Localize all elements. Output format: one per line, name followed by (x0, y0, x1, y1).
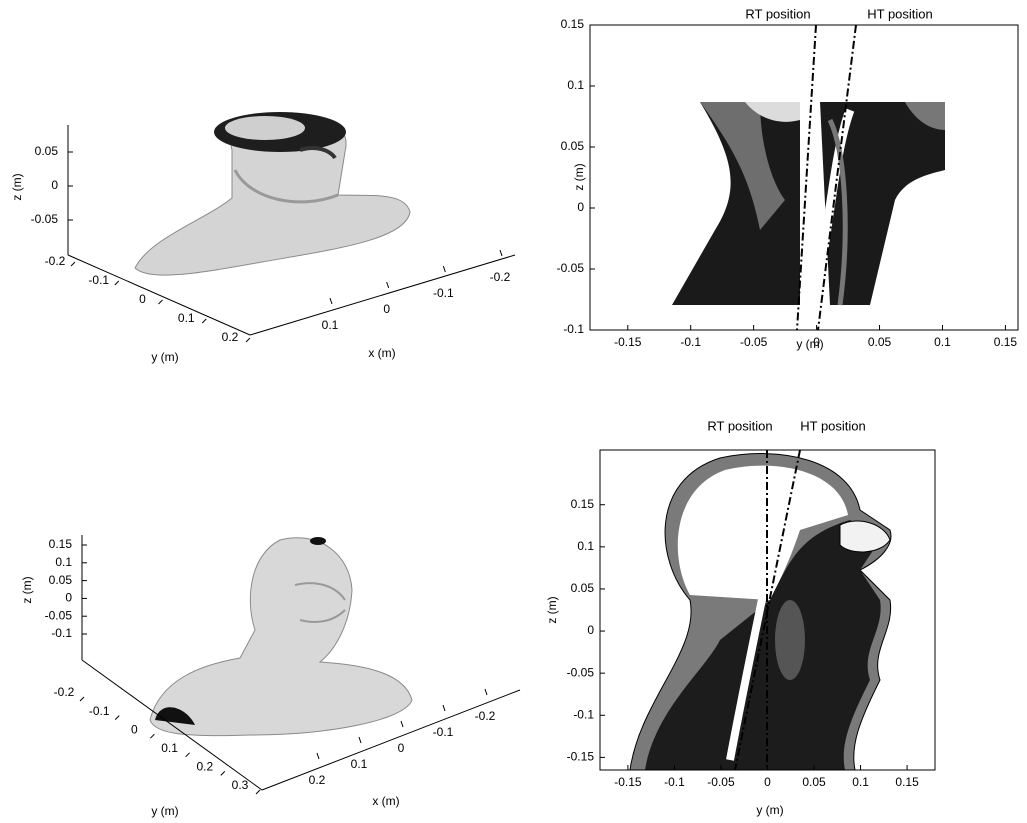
z-tick-label: 0.15 (49, 537, 73, 551)
head-render (135, 112, 410, 275)
z-tick-label: 0.05 (35, 144, 59, 158)
x-tick-label: 0.2 (309, 773, 326, 787)
z-tick-label: -0.05 (45, 608, 73, 622)
x-tick-label: 0.15 (895, 775, 919, 789)
annotation: RT position (707, 418, 772, 433)
y-tick-label: 0.2 (222, 330, 239, 344)
x-tick (485, 689, 487, 695)
x-tick-label: 0 (383, 302, 390, 316)
y-tick-label: 0 (139, 292, 146, 306)
z-axis-label: z (m) (10, 173, 24, 200)
y-tick-label: -0.05 (557, 261, 585, 275)
y-tick-label: 0.15 (561, 17, 585, 31)
y-tick (159, 300, 163, 304)
y-tick (71, 262, 75, 266)
x-tick-label: -0.1 (433, 725, 454, 739)
plot-frame (590, 25, 1018, 330)
x-tick (443, 705, 445, 711)
x-tick-label: 0.05 (868, 335, 892, 349)
z-tick-label: 0 (51, 178, 58, 192)
y-tick-label: 0.3 (232, 778, 249, 792)
y-tick-label: 0.1 (161, 741, 178, 755)
x-tick-label: 0.05 (802, 775, 826, 789)
x-tick-label: -0.2 (490, 270, 511, 284)
y-axis-label: z (m) (572, 163, 586, 190)
y-tick-label: 0 (577, 200, 584, 214)
slice-image (630, 450, 891, 770)
x-tick-label: 0.1 (852, 775, 869, 789)
z-tick-label: -0.05 (31, 212, 59, 226)
y-axis-label: z (m) (545, 596, 559, 623)
annotation: HT position (800, 418, 866, 433)
z-axis-label: z (m) (20, 576, 34, 603)
x-tick-label: -0.2 (475, 709, 496, 723)
z-tick-label: 0.05 (49, 573, 73, 587)
z-tick-label: 0 (65, 591, 72, 605)
y-tick-label: 0.2 (196, 760, 213, 774)
x-tick-label: 0.1 (934, 335, 951, 349)
y-tick-label: 0 (131, 722, 138, 736)
y-tick (221, 771, 225, 775)
x-tick (317, 753, 319, 759)
x-tick (443, 266, 445, 272)
y-tick-label: 0.05 (571, 581, 595, 595)
figure: -0.05 0 0.05 -0.2 -0.1 0 0.1 0.2 0.1 0 -0.1 -0.2 z (… (0, 0, 1027, 823)
x-tick (387, 282, 389, 288)
x-tick-label: -0.1 (433, 286, 454, 300)
x-tick-label: -0.15 (614, 335, 642, 349)
annotation: HT position (867, 6, 933, 21)
y-tick-label: -0.1 (89, 704, 110, 718)
y-tick (115, 716, 119, 720)
x-tick (359, 737, 361, 743)
y-axis-label: y (m) (151, 804, 178, 818)
y-tick-label: -0.1 (573, 707, 594, 721)
y-tick-label: -0.2 (45, 254, 66, 268)
slice-image (672, 25, 945, 330)
y-tick (150, 734, 154, 738)
x-tick-label: 0.1 (322, 318, 339, 332)
y-tick-label: 0.1 (178, 311, 195, 325)
y-tick-label: 0.05 (561, 139, 585, 153)
x-axis-label: x (m) (372, 794, 399, 808)
x-tick-label: 0 (764, 775, 771, 789)
y-tick-label: 0.15 (571, 497, 595, 511)
y-tick (80, 697, 84, 701)
x-axis-label: x (m) (368, 346, 395, 360)
y-tick-label: -0.1 (563, 322, 584, 336)
y-tick-label: -0.15 (567, 750, 595, 764)
x-tick-label: -0.1 (664, 775, 685, 789)
x-tick-label: 0.15 (994, 335, 1018, 349)
x-tick (330, 298, 332, 304)
x-tick-label: -0.05 (740, 335, 768, 349)
y-axis-label: y (m) (151, 350, 178, 364)
x-tick-label: 0.1 (351, 757, 368, 771)
y-tick (202, 319, 206, 323)
x-tick-label: 0 (398, 741, 405, 755)
y-tick (246, 338, 250, 342)
y-tick (186, 753, 190, 757)
y-tick (256, 790, 260, 794)
x-axis-label: y (m) (756, 803, 783, 817)
x-tick-label: -0.05 (707, 775, 735, 789)
x-axis-label: y (m) (796, 337, 823, 351)
annotation: RT position (745, 6, 810, 21)
y-tick (115, 281, 119, 285)
y-tick-label: 0.1 (567, 78, 584, 92)
x-tick-label: -0.1 (680, 335, 701, 349)
x-tick-label: -0.15 (614, 775, 642, 789)
x-axis (250, 255, 515, 335)
y-tick-label: -0.2 (54, 685, 75, 699)
z-tick-label: 0.1 (55, 555, 72, 569)
z-tick-label: -0.1 (51, 626, 72, 640)
head-render (150, 537, 412, 736)
y-tick-label: -0.05 (567, 665, 595, 679)
x-tick (401, 721, 403, 727)
y-tick-label: 0.1 (577, 539, 594, 553)
y-tick-label: -0.1 (88, 273, 109, 287)
x-tick (500, 250, 502, 256)
y-tick-label: 0 (587, 623, 594, 637)
